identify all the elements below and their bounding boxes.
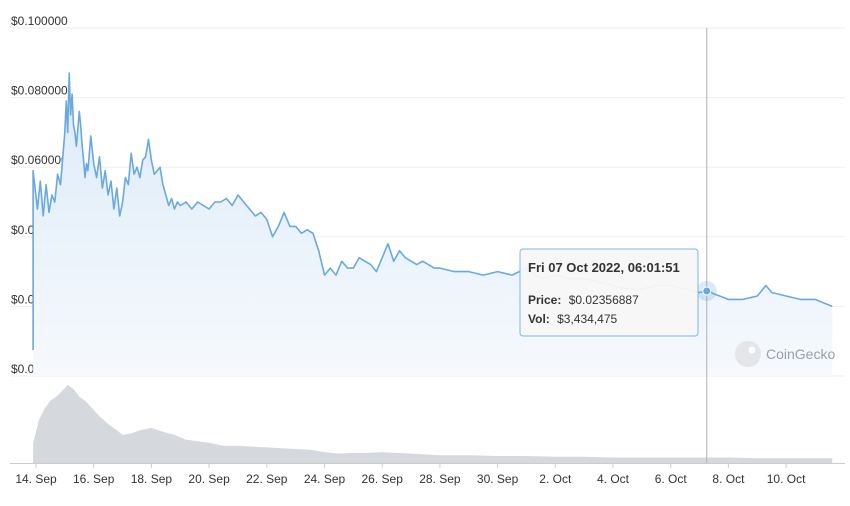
x-tick-label: 18. Sep xyxy=(131,472,173,486)
x-tick-label: 26. Sep xyxy=(362,472,404,486)
coingecko-logo-icon xyxy=(735,341,761,367)
tooltip-price-label: Price: xyxy=(528,293,561,307)
x-tick-label: 10. Oct xyxy=(767,472,806,486)
x-axis-ticks: 14. Sep 16. Sep 18. Sep 20. Sep 22. Sep 24. S… xyxy=(15,463,806,486)
x-tick-label: 6. Oct xyxy=(655,472,688,486)
tooltip-vol-row: Vol: $3,434,475 xyxy=(528,312,618,326)
volume-area xyxy=(33,385,833,463)
x-tick-label: 14. Sep xyxy=(15,472,57,486)
x-tick-label: 8. Oct xyxy=(712,472,745,486)
watermark-text: CoinGecko xyxy=(766,346,835,362)
tooltip: Fri 07 Oct 2022, 06:01:51 Price: $0.0235… xyxy=(519,248,699,337)
x-tick-label: 16. Sep xyxy=(73,472,115,486)
tooltip-title: Fri 07 Oct 2022, 06:01:51 xyxy=(528,260,680,275)
y-tick-label: $0.100000 xyxy=(11,14,68,28)
tooltip-box xyxy=(519,248,699,337)
tooltip-price-row: Price: $0.02356887 xyxy=(528,293,639,307)
crosshair xyxy=(696,28,717,463)
x-tick-label: 22. Sep xyxy=(246,472,288,486)
hover-point xyxy=(702,286,712,296)
price-area-fill xyxy=(33,73,833,376)
tooltip-vol-value: $3,434,475 xyxy=(557,312,617,326)
x-tick-label: 20. Sep xyxy=(188,472,230,486)
tooltip-price-value: $0.02356887 xyxy=(569,293,639,307)
y-tick-label: $0.060000 xyxy=(11,153,68,167)
x-tick-label: 2. Oct xyxy=(539,472,572,486)
volume-bars xyxy=(10,385,845,464)
tooltip-vol-label: Vol: xyxy=(528,312,550,326)
price-area xyxy=(32,72,833,376)
x-tick-label: 24. Sep xyxy=(304,472,346,486)
coingecko-watermark: CoinGecko xyxy=(735,341,835,367)
x-tick-label: 4. Oct xyxy=(597,472,630,486)
x-tick-label: 28. Sep xyxy=(419,472,461,486)
y-tick-label: $0.080000 xyxy=(11,84,68,98)
coingecko-logo-eye xyxy=(748,346,756,354)
x-tick-label: 30. Sep xyxy=(477,472,519,486)
